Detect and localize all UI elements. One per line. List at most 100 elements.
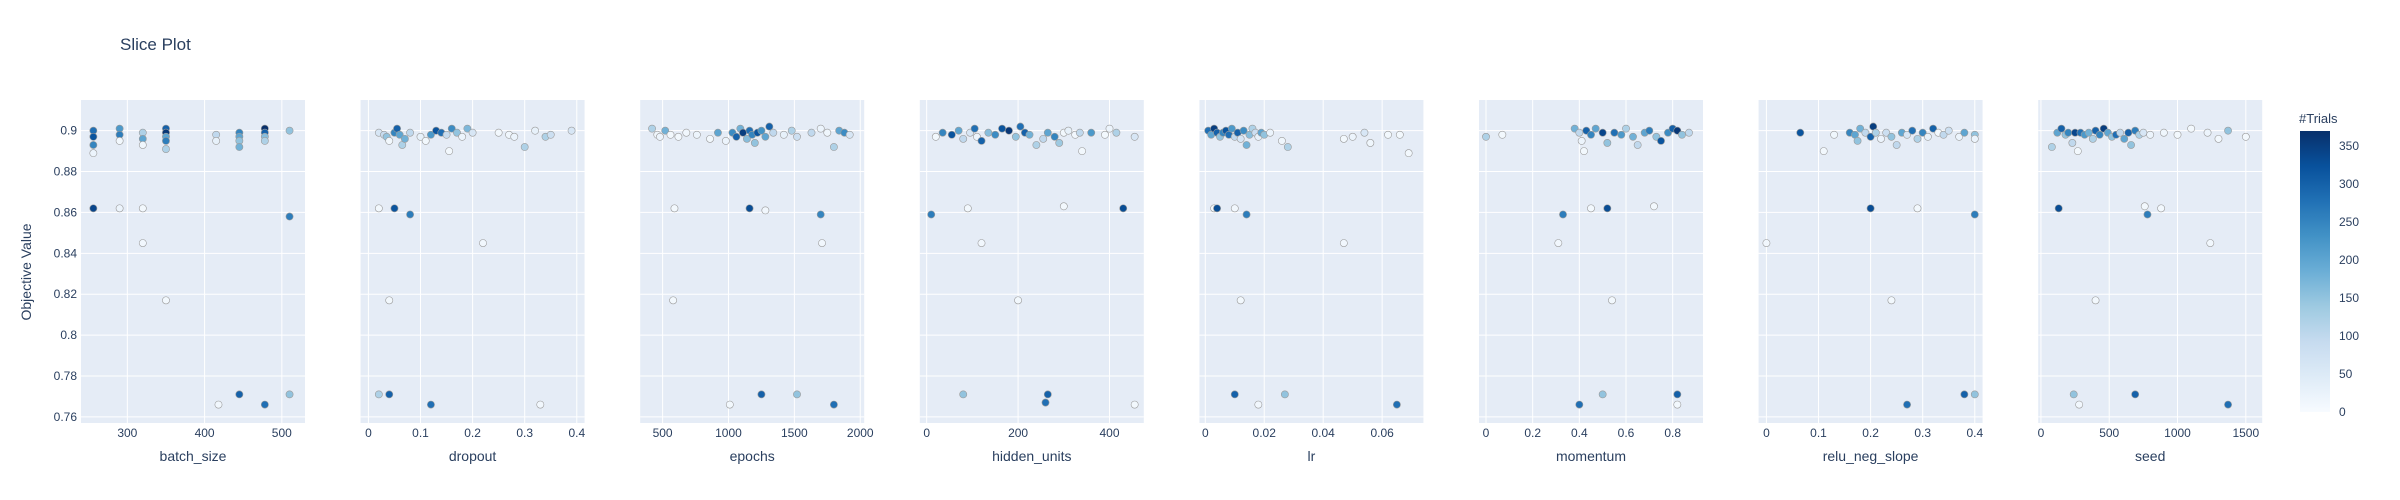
scatter-point bbox=[714, 128, 722, 137]
scatter-point bbox=[285, 390, 294, 399]
scatter-point bbox=[115, 204, 124, 213]
scatter-point bbox=[2224, 400, 2232, 409]
scatter-point bbox=[706, 134, 714, 143]
scatter-point bbox=[1577, 136, 1586, 145]
scatter-point bbox=[2157, 204, 2166, 213]
scatter-point bbox=[2095, 130, 2104, 139]
scatter-point bbox=[682, 128, 691, 137]
subplot-dropout: 0 0.1 0.2 0.3 0.4 dropout bbox=[360, 100, 585, 464]
scatter-point bbox=[531, 126, 540, 135]
scatter-point bbox=[1970, 210, 1979, 219]
x-tick-label: 500 bbox=[2099, 426, 2119, 440]
colorbar-tick-label: 0 bbox=[2339, 405, 2346, 419]
scatter-point bbox=[1043, 128, 1052, 137]
scatter-point bbox=[374, 204, 383, 213]
scatter-point bbox=[1866, 132, 1875, 141]
scatter-point bbox=[406, 210, 414, 219]
scatter-point bbox=[1887, 132, 1896, 141]
scatter-point bbox=[385, 296, 394, 305]
x-axis-title: epochs bbox=[730, 448, 775, 464]
scatter-point bbox=[390, 204, 399, 213]
scatter-point bbox=[725, 400, 734, 409]
colorbar-tick-label: 200 bbox=[2339, 253, 2359, 267]
scatter-point bbox=[1892, 141, 1901, 149]
scatter-point bbox=[1629, 132, 1637, 141]
scatter-point bbox=[162, 296, 170, 305]
x-tick-label: 0.8 bbox=[1664, 426, 1681, 440]
scatter-point bbox=[816, 210, 825, 219]
scatter-point bbox=[666, 130, 675, 139]
y-tick-label: 0.84 bbox=[54, 246, 78, 260]
x-tick-label: 0.6 bbox=[1618, 426, 1635, 440]
scatter-point bbox=[1278, 136, 1286, 145]
scatter-point bbox=[1039, 134, 1048, 143]
x-axis-title: relu_neg_slope bbox=[1823, 448, 1919, 464]
scatter-point bbox=[138, 204, 147, 213]
scatter-point bbox=[765, 122, 774, 131]
scatter-point bbox=[1112, 128, 1121, 137]
scatter-point bbox=[1384, 130, 1392, 139]
plot-background bbox=[81, 100, 305, 423]
y-tick-label: 0.82 bbox=[54, 287, 78, 301]
scatter-point bbox=[214, 400, 223, 409]
x-tick-label: 0.4 bbox=[1966, 426, 1983, 440]
scatter-point bbox=[1678, 130, 1686, 139]
x-tick-label: 0.3 bbox=[1914, 426, 1931, 440]
scatter-point bbox=[816, 124, 825, 133]
scatter-point bbox=[458, 132, 467, 141]
y-axis-title: Objective Value bbox=[18, 223, 34, 320]
scatter-point bbox=[520, 143, 529, 151]
scatter-point bbox=[2140, 202, 2149, 211]
x-tick-label: 500 bbox=[272, 426, 292, 440]
subplot-seed: 0 500 1000 1500 seed bbox=[2038, 100, 2263, 464]
scatter-point bbox=[1650, 202, 1658, 211]
scatter-point bbox=[1227, 124, 1236, 133]
scatter-point bbox=[536, 400, 545, 409]
scatter-point bbox=[1559, 210, 1567, 219]
scatter-point bbox=[2084, 128, 2093, 137]
scatter-point bbox=[453, 128, 461, 137]
x-tick-label: 0 bbox=[1202, 426, 1209, 440]
scatter-point bbox=[959, 134, 968, 143]
scatter-point bbox=[661, 126, 670, 135]
scatter-point bbox=[2131, 390, 2140, 399]
x-tick-label: 0 bbox=[923, 426, 930, 440]
scatter-point bbox=[1348, 132, 1357, 141]
scatter-point bbox=[1871, 128, 1880, 137]
scatter-point bbox=[427, 400, 435, 409]
scatter-point bbox=[2146, 130, 2155, 139]
y-tick-label: 0.88 bbox=[54, 165, 78, 179]
scatter-point bbox=[954, 126, 963, 135]
scatter-point bbox=[757, 390, 766, 399]
scatter-point bbox=[260, 136, 269, 145]
scatter-point bbox=[947, 130, 956, 139]
scatter-point bbox=[2073, 147, 2082, 156]
scatter-point bbox=[1498, 130, 1507, 139]
x-tick-label: 2000 bbox=[847, 426, 874, 440]
scatter-point bbox=[235, 390, 244, 399]
scatter-point bbox=[447, 124, 456, 133]
plot-background bbox=[1199, 100, 1424, 423]
scatter-point bbox=[2047, 143, 2056, 151]
scatter-point bbox=[732, 132, 741, 141]
scatter-point bbox=[1610, 128, 1619, 137]
x-tick-label: 0.02 bbox=[1253, 426, 1277, 440]
scatter-point bbox=[2143, 210, 2152, 219]
colorbar-tick-label: 100 bbox=[2339, 329, 2359, 343]
scatter-point bbox=[2124, 128, 2133, 137]
scatter-point bbox=[1254, 400, 1263, 409]
scatter-point bbox=[235, 143, 244, 151]
scatter-point bbox=[818, 239, 826, 248]
x-tick-label: 0.1 bbox=[412, 426, 429, 440]
x-tick-label: 500 bbox=[653, 426, 673, 440]
scatter-point bbox=[757, 126, 766, 135]
scatter-point bbox=[1366, 139, 1375, 147]
scatter-point bbox=[1960, 128, 1969, 137]
scatter-point bbox=[2173, 130, 2182, 139]
scatter-point bbox=[1861, 128, 1870, 137]
scatter-point bbox=[1055, 139, 1064, 147]
scatter-point bbox=[442, 130, 451, 139]
scatter-point bbox=[1236, 134, 1245, 143]
scatter-point bbox=[1213, 204, 1221, 213]
scatter-point bbox=[260, 400, 269, 409]
